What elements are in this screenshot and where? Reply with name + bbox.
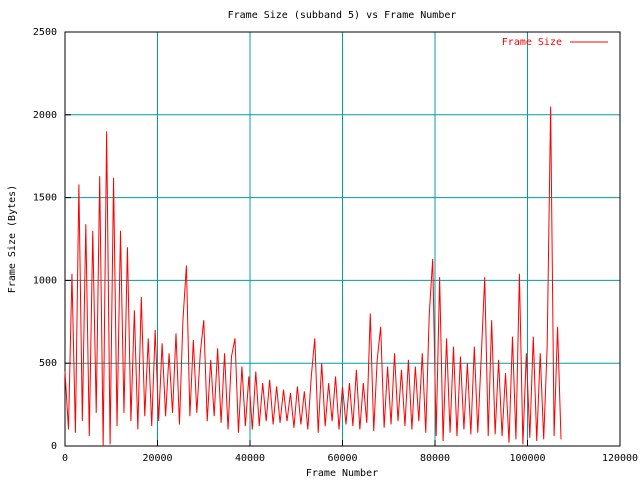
y-tick-label: 2500 [33,27,57,38]
y-tick-label: 1000 [33,275,57,286]
x-tick-label: 80000 [420,453,450,464]
chart-title: Frame Size (subband 5) vs Frame Number [228,10,457,21]
x-axis-label: Frame Number [306,468,378,479]
x-tick-label: 0 [62,453,68,464]
y-tick-label: 0 [51,441,57,452]
plot-frame [64,31,621,447]
x-tick-label: 20000 [142,453,172,464]
x-tick-label: 100000 [509,453,545,464]
y-tick-label: 500 [39,358,57,369]
legend-label: Frame Size [502,37,562,48]
x-tick-label: 40000 [235,453,265,464]
y-axis-label: Frame Size (Bytes) [7,185,18,293]
y-tick-label: 2000 [33,110,57,121]
y-tick-label: 1500 [33,193,57,204]
x-tick-label: 120000 [602,453,638,464]
x-tick-label: 60000 [327,453,357,464]
data-line [64,106,562,447]
